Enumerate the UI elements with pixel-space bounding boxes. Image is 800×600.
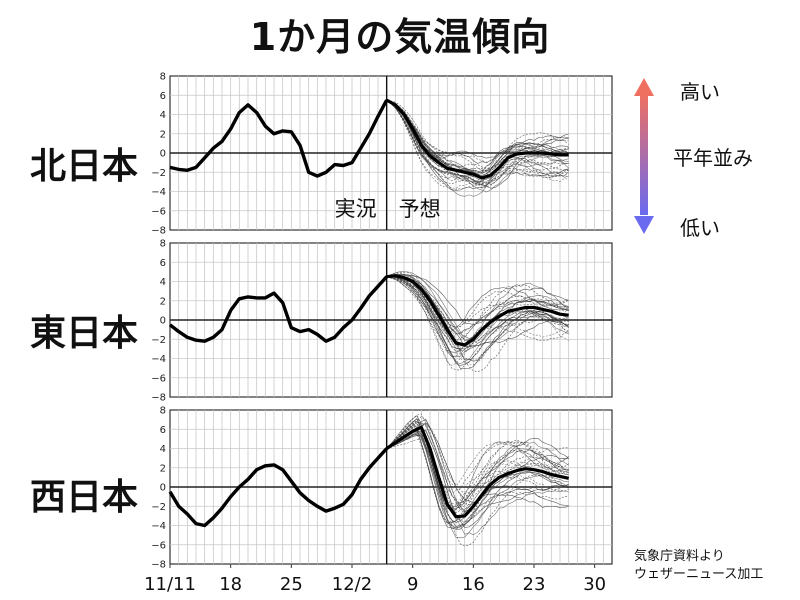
y-tick-label: 2 (160, 296, 166, 307)
x-tick-label: 30 (583, 574, 606, 595)
ensemble-member-line (386, 438, 569, 523)
ensemble-member-line (386, 433, 569, 525)
ensemble-member-line (386, 99, 569, 184)
ensemble-member-line (386, 99, 569, 183)
forecast-mean-line (386, 274, 569, 347)
x-tick-label: 11/11 (144, 574, 196, 595)
chart-panel: 8 6 4 2 0 −2 −4 −6 −8 (151, 406, 613, 571)
ensemble-member-line (386, 99, 569, 186)
y-tick-label: −8 (151, 560, 166, 571)
ensemble-member-line (386, 99, 569, 173)
x-tick-label: 9 (407, 574, 418, 595)
y-tick-label: −6 (151, 373, 166, 384)
ensemble-member-line (386, 99, 569, 185)
observed-line (168, 275, 388, 343)
region-label-east: 東日本 (30, 313, 139, 354)
y-tick-label: −4 (151, 187, 166, 198)
ensemble-member-line (386, 419, 569, 513)
ensemble-member-line (386, 420, 569, 505)
y-tick-label: −4 (151, 354, 166, 365)
ensemble-member-line (386, 434, 569, 528)
y-tick-label: −2 (151, 335, 166, 346)
ensemble-member-line (386, 276, 569, 367)
source-line: ウェザーニュース加工 (634, 567, 764, 582)
ensemble-member-line (386, 274, 569, 335)
region-label-north: 北日本 (30, 146, 139, 187)
ensemble-member-line (386, 271, 569, 342)
y-tick-label: −4 (151, 521, 166, 532)
region-label-west: 西日本 (30, 477, 139, 518)
legend-low: 低い (680, 216, 720, 240)
y-tick-label: −8 (151, 226, 166, 237)
y-tick-label: 4 (160, 277, 166, 288)
x-tick-label: 25 (280, 574, 303, 595)
ensemble-member-line (386, 423, 569, 510)
ensemble-member-line (386, 417, 569, 509)
ensemble-member-line (386, 99, 569, 189)
ensemble-member-line (386, 424, 569, 495)
observed-annotation: 実況 (335, 197, 377, 221)
ensemble-member-line (386, 422, 569, 494)
y-tick-label: 4 (160, 110, 166, 121)
forecast-mean-line (385, 98, 569, 180)
ensemble-member-line (386, 271, 569, 341)
trend-arrow-icon (634, 78, 654, 234)
x-tick-label: 18 (219, 574, 242, 595)
ensemble-member-line (386, 275, 569, 353)
ensemble-member-line (386, 276, 569, 348)
y-tick-label: 8 (160, 239, 166, 250)
x-tick-label: 12/2 (332, 574, 372, 595)
y-tick-label: 0 (160, 316, 166, 327)
ensemble-member-line (386, 99, 569, 191)
y-tick-label: 8 (160, 72, 166, 83)
forecast-annotation: 予想 (399, 197, 441, 221)
y-tick-label: 2 (160, 129, 166, 140)
ensemble-member-line (386, 99, 569, 178)
legend-high: 高い (680, 80, 720, 104)
x-tick-label: 16 (462, 574, 485, 595)
chart-panel: 8 6 4 2 0 −2 −4 −6 −8 (151, 239, 613, 404)
y-tick-label: 2 (160, 463, 166, 474)
ensemble-member-line (386, 276, 569, 371)
observed-line (169, 99, 389, 178)
x-tick-label: 23 (523, 574, 546, 595)
ensemble-member-line (386, 99, 569, 182)
y-tick-label: −2 (151, 168, 166, 179)
source-line: 気象庁資料より (634, 549, 725, 564)
forecast-mean-line (385, 425, 570, 519)
observed-line (168, 447, 388, 528)
ensemble-member-line (386, 276, 569, 366)
source-note: 気象庁資料より ウェザーニュース加工 (634, 548, 763, 584)
ensemble-member-line (386, 429, 569, 536)
y-tick-label: 6 (160, 425, 166, 436)
ensemble-member-line (386, 416, 569, 494)
ensemble-member-line (386, 415, 569, 513)
chart-panel: 8 6 4 2 0 −2 −4 −6 −8 実況 予想 (151, 72, 613, 237)
ensemble-member-line (386, 99, 569, 184)
page-title: 1か月の気温傾向 (249, 15, 551, 59)
y-tick-label: −8 (151, 393, 166, 404)
ensemble-member-line (386, 276, 569, 349)
y-tick-label: 6 (160, 258, 166, 269)
y-tick-label: 6 (160, 91, 166, 102)
y-tick-label: 0 (160, 483, 166, 494)
y-tick-label: 0 (160, 149, 166, 160)
ensemble-member-line (386, 99, 569, 174)
ensemble-member-line (386, 99, 569, 189)
ensemble-member-line (386, 413, 569, 488)
y-tick-label: −6 (151, 206, 166, 217)
legend-normal: 平年並み (673, 146, 753, 170)
y-tick-label: 4 (160, 444, 166, 455)
ensemble-member-line (386, 430, 569, 528)
y-tick-label: −6 (151, 540, 166, 551)
ensemble-member-line (386, 99, 569, 165)
ensemble-member-line (386, 274, 569, 343)
y-tick-label: −2 (151, 502, 166, 513)
y-tick-label: 8 (160, 406, 166, 417)
ensemble-member-line (386, 274, 569, 343)
ensemble-member-line (386, 99, 569, 185)
ensemble-member-line (386, 432, 569, 539)
